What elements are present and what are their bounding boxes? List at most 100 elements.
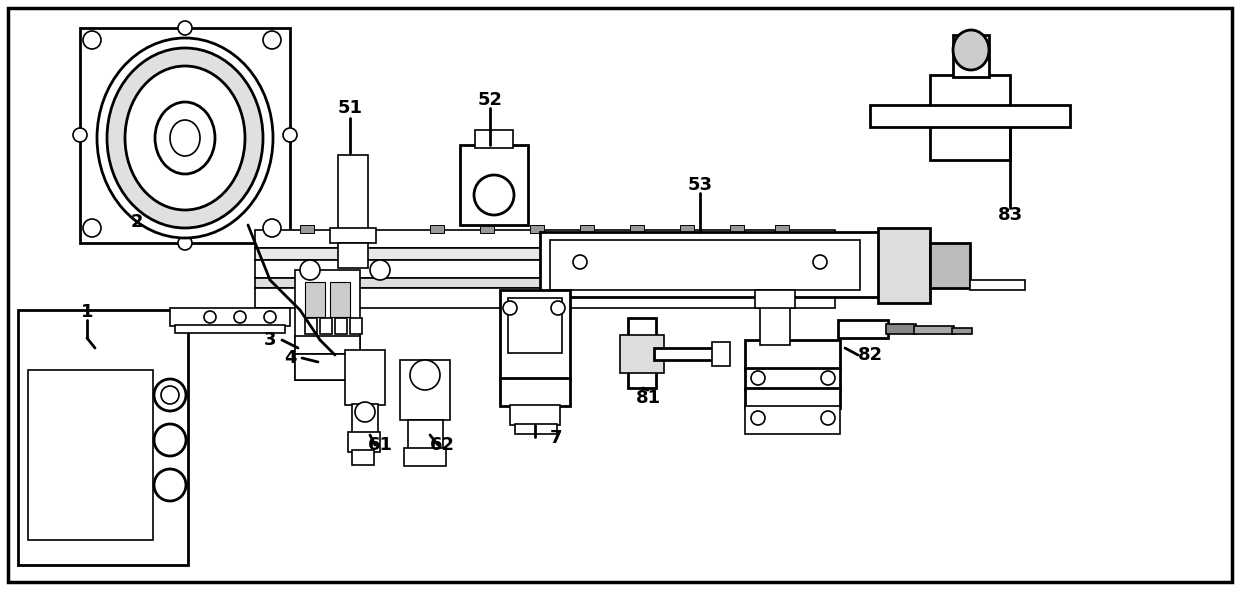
Bar xyxy=(19,310,188,565)
Ellipse shape xyxy=(97,38,273,238)
Bar xyxy=(352,450,374,465)
Bar xyxy=(460,145,528,225)
Ellipse shape xyxy=(170,120,200,156)
Text: 61: 61 xyxy=(367,436,393,454)
Bar xyxy=(255,230,835,248)
Bar xyxy=(305,282,325,317)
Bar xyxy=(630,225,644,233)
Bar xyxy=(295,336,360,354)
Bar xyxy=(745,368,839,390)
Text: 2: 2 xyxy=(130,213,144,231)
Bar xyxy=(255,288,835,308)
Bar xyxy=(515,424,557,434)
Circle shape xyxy=(263,31,281,49)
Ellipse shape xyxy=(155,102,215,174)
Bar xyxy=(952,328,972,334)
Bar xyxy=(255,260,835,278)
Bar xyxy=(330,282,350,317)
Text: 52: 52 xyxy=(477,91,502,109)
Circle shape xyxy=(474,175,515,215)
Bar xyxy=(339,155,368,230)
Bar xyxy=(401,360,450,420)
Circle shape xyxy=(234,311,246,323)
Bar xyxy=(529,225,544,233)
Text: 7: 7 xyxy=(549,429,562,447)
Circle shape xyxy=(410,360,440,390)
Circle shape xyxy=(205,311,216,323)
Circle shape xyxy=(83,31,100,49)
Circle shape xyxy=(503,301,517,315)
Text: 83: 83 xyxy=(997,206,1023,224)
Bar xyxy=(500,290,570,380)
Bar xyxy=(760,305,790,345)
Bar xyxy=(887,324,916,334)
Bar xyxy=(500,378,570,406)
Bar xyxy=(350,318,362,334)
Circle shape xyxy=(154,469,186,501)
Bar xyxy=(755,290,795,308)
Bar xyxy=(653,348,714,360)
Bar xyxy=(930,75,1011,160)
Bar xyxy=(930,243,970,288)
Bar xyxy=(330,228,376,243)
Bar xyxy=(175,325,285,333)
Bar xyxy=(339,243,368,268)
Bar xyxy=(475,130,513,148)
Text: 81: 81 xyxy=(635,389,661,407)
Circle shape xyxy=(283,128,298,142)
Circle shape xyxy=(551,301,565,315)
Bar xyxy=(348,432,379,452)
Circle shape xyxy=(179,21,192,35)
Bar xyxy=(870,105,1070,127)
Circle shape xyxy=(264,311,277,323)
Bar xyxy=(335,318,347,334)
Text: 1: 1 xyxy=(81,303,93,321)
Circle shape xyxy=(751,411,765,425)
Bar xyxy=(295,270,360,380)
Text: 3: 3 xyxy=(264,331,277,349)
Text: 4: 4 xyxy=(284,349,296,367)
Circle shape xyxy=(154,379,186,411)
Bar xyxy=(305,318,317,334)
Text: 51: 51 xyxy=(337,99,362,117)
Bar xyxy=(730,225,744,233)
Text: 53: 53 xyxy=(687,176,713,194)
Circle shape xyxy=(154,424,186,456)
Bar xyxy=(404,448,446,466)
Circle shape xyxy=(263,219,281,237)
Bar xyxy=(745,340,839,370)
Bar xyxy=(352,404,378,434)
Circle shape xyxy=(161,386,179,404)
Bar xyxy=(838,320,888,338)
Bar xyxy=(775,225,789,233)
Bar xyxy=(712,342,730,366)
Bar xyxy=(255,248,835,260)
Bar xyxy=(430,225,444,233)
Bar xyxy=(878,228,930,303)
Ellipse shape xyxy=(107,48,263,228)
Circle shape xyxy=(355,402,374,422)
Bar xyxy=(551,240,861,290)
Bar xyxy=(627,318,656,388)
Circle shape xyxy=(751,371,765,385)
Bar xyxy=(295,354,360,380)
Text: 62: 62 xyxy=(429,436,455,454)
Bar xyxy=(480,225,494,233)
Circle shape xyxy=(300,260,320,280)
Bar xyxy=(745,388,839,408)
Ellipse shape xyxy=(954,30,990,70)
Circle shape xyxy=(821,371,835,385)
Bar xyxy=(580,225,594,233)
Bar xyxy=(81,28,290,243)
Circle shape xyxy=(73,128,87,142)
Bar xyxy=(620,335,663,373)
Bar xyxy=(954,35,990,77)
Circle shape xyxy=(821,411,835,425)
Bar xyxy=(29,370,153,540)
Circle shape xyxy=(813,255,827,269)
Bar xyxy=(508,298,562,353)
Circle shape xyxy=(83,219,100,237)
Bar xyxy=(914,326,954,334)
Bar xyxy=(345,225,360,233)
Bar xyxy=(539,232,880,297)
